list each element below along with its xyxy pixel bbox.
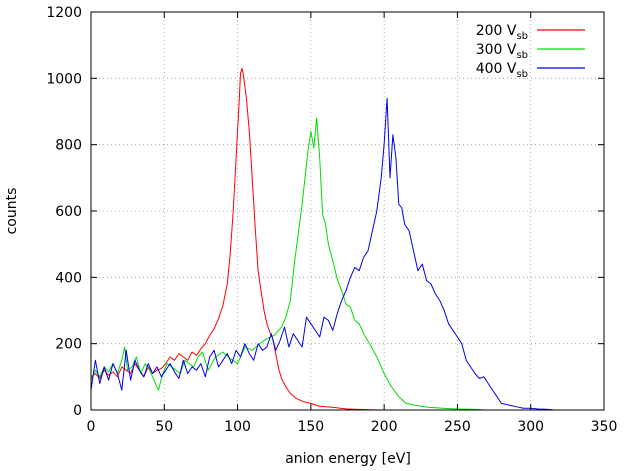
y-axis-label: counts <box>4 188 20 235</box>
x-tick-label: 150 <box>297 419 324 435</box>
y-tick-label: 1200 <box>46 5 82 21</box>
y-tick-label: 1000 <box>46 71 82 87</box>
x-tick-label: 200 <box>371 419 398 435</box>
x-tick-label: 0 <box>87 419 96 435</box>
x-tick-label: 50 <box>155 419 173 435</box>
x-tick-label: 300 <box>517 419 544 435</box>
grid-lines <box>91 12 604 410</box>
series-line <box>90 117 487 411</box>
y-tick-label: 400 <box>55 270 82 286</box>
y-tick-label: 800 <box>55 138 82 154</box>
x-tick-label: 250 <box>444 419 471 435</box>
series-line <box>90 97 553 411</box>
legend-label: 300 Vsb <box>476 42 528 61</box>
plot-area <box>90 67 553 411</box>
y-tick-label: 600 <box>55 204 82 220</box>
y-tick-label: 0 <box>73 403 82 419</box>
legend-label: 400 Vsb <box>476 61 528 80</box>
x-tick-label: 100 <box>224 419 251 435</box>
x-tick-label: 350 <box>591 419 618 435</box>
legend-label: 200 Vsb <box>476 23 528 42</box>
y-axis-ticks: 0 200 400 600 800 1000 1200 <box>46 5 604 419</box>
x-axis-ticks: 0 50 100 150 200 250 300 350 <box>87 12 618 435</box>
y-tick-label: 200 <box>55 337 82 353</box>
x-axis-label: anion energy [eV] <box>285 451 411 467</box>
